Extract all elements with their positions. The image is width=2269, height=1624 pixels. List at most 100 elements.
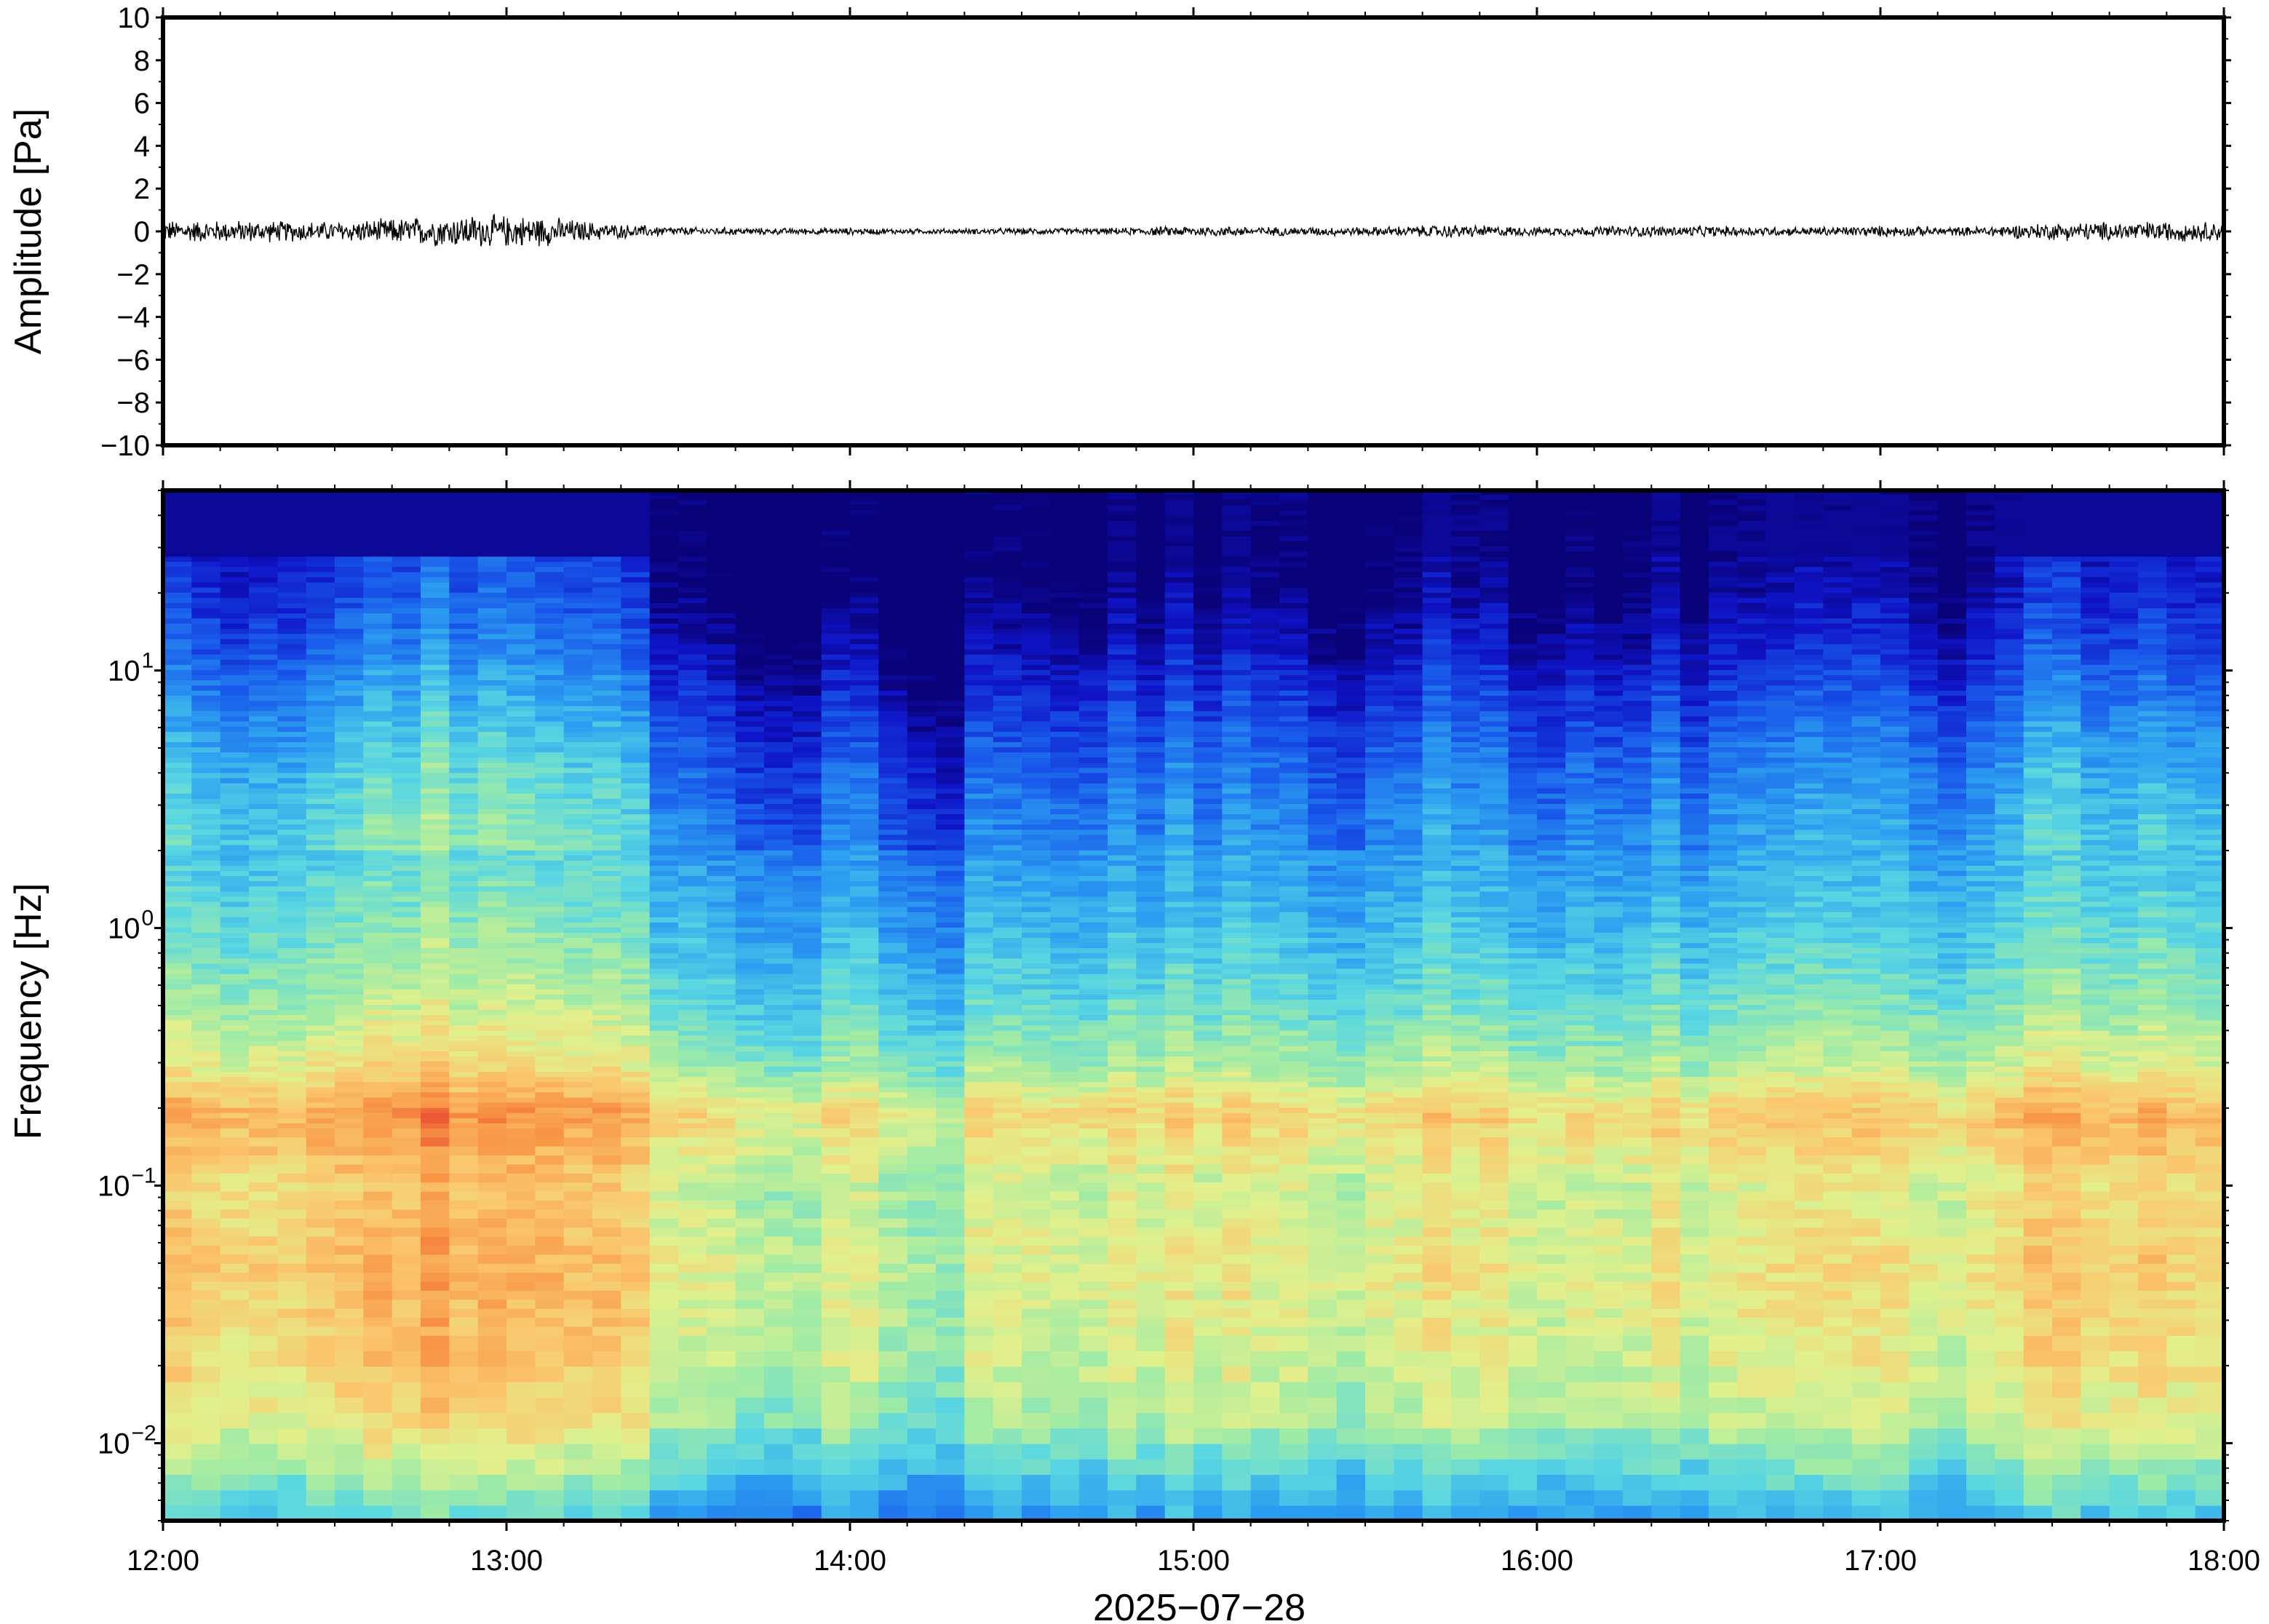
spectrogram-cell	[993, 1459, 1022, 1475]
spectrogram-cell	[392, 1272, 421, 1282]
spectrogram-cell	[249, 1474, 279, 1491]
spectrogram-cell	[649, 1004, 679, 1011]
spectrogram-cell	[792, 819, 822, 825]
spectrogram-cell	[392, 819, 421, 825]
spectrogram-cell	[506, 1004, 536, 1011]
spectrogram-cell	[335, 514, 365, 521]
spectrogram-cell	[878, 1254, 908, 1264]
spectrogram-cell	[249, 752, 279, 758]
spectrogram-cell	[592, 839, 622, 845]
spectrogram-cell	[306, 685, 335, 691]
spectrogram-cell	[792, 896, 822, 902]
spectrogram-cell	[735, 1200, 765, 1210]
spectrogram-cell	[191, 1397, 221, 1414]
spectrogram-cell	[907, 1009, 937, 1016]
spectrogram-cell	[277, 566, 307, 573]
spectrogram-cell	[477, 715, 507, 722]
spectrogram-cell	[707, 674, 736, 680]
spectrogram-cell	[277, 586, 307, 593]
spectrogram-cell	[821, 1066, 851, 1072]
spectrogram-cell	[163, 1091, 193, 1098]
spectrogram-cell	[592, 1190, 622, 1201]
spectrogram-cell	[649, 499, 679, 506]
spectrogram-cell	[563, 494, 593, 501]
spectrogram-cell	[993, 921, 1022, 928]
spectrogram-cell	[421, 885, 450, 892]
spectrogram-cell	[678, 1076, 708, 1083]
spectrogram-cell	[449, 762, 479, 768]
spectrogram-cell	[220, 911, 250, 918]
spectrogram-cell	[563, 602, 593, 608]
spectrogram-cell	[163, 664, 193, 670]
spectrogram-cell	[821, 1263, 851, 1273]
spectrogram-cell	[563, 1030, 593, 1036]
spectrogram-cell	[792, 1137, 822, 1147]
spectrogram-cell	[392, 1307, 421, 1318]
spectrogram-cell	[191, 1335, 221, 1352]
spectrogram-cell	[850, 1474, 880, 1491]
spectrogram-cell	[993, 782, 1022, 789]
spectrogram-cell	[964, 566, 994, 573]
spectrogram-cell	[392, 880, 421, 887]
spectrogram-cell	[821, 1107, 851, 1113]
spectrogram-cell	[764, 1235, 794, 1246]
spectrogram-cell	[649, 839, 679, 845]
spectrogram-cell	[449, 1123, 479, 1129]
spectrogram-cell	[277, 906, 307, 912]
spectrogram-cell	[764, 576, 794, 583]
spectrogram-cell	[764, 720, 794, 727]
spectrogram-cell	[220, 618, 250, 624]
spectrogram-cell	[506, 664, 536, 670]
spectrogram-cell	[421, 1489, 450, 1506]
spectrogram-cell	[421, 520, 450, 526]
spectrogram-cell	[220, 710, 250, 717]
spectrogram-cell	[477, 576, 507, 583]
spectrogram-cell	[421, 581, 450, 588]
spectrogram-cell	[277, 1326, 307, 1336]
spectrogram-cell	[936, 690, 966, 696]
spectrogram-cell	[421, 586, 450, 593]
spectrogram-cell	[649, 875, 679, 882]
spectrogram-cell	[735, 586, 765, 593]
spectrogram-cell	[964, 989, 994, 995]
spectrogram-cell	[964, 875, 994, 882]
spectrogram-cell	[850, 844, 880, 851]
spectrogram-cell	[449, 1035, 479, 1041]
spectrogram-cell	[363, 643, 393, 650]
spectrogram-cell	[163, 1307, 193, 1318]
spectrogram-cell	[449, 921, 479, 928]
spectrogram-cell	[421, 720, 450, 727]
spectrogram-cell	[964, 1443, 994, 1460]
spectrogram-cell	[964, 973, 994, 979]
spectrogram-cell	[621, 824, 651, 830]
spectrogram-cell	[792, 592, 822, 598]
spectrogram-cell	[421, 829, 450, 835]
spectrogram-cell	[392, 571, 421, 578]
spectrogram-cell	[678, 551, 708, 557]
spectrogram-cell	[249, 1056, 279, 1062]
spectrogram-cell	[621, 509, 651, 516]
spectrogram-cell	[936, 1317, 966, 1327]
spectrogram-cell	[163, 762, 193, 768]
spectrogram-cell	[764, 633, 794, 640]
spectrogram-cell	[878, 1128, 908, 1138]
spectrogram-cell	[850, 891, 880, 897]
spectrogram-cell	[821, 865, 851, 871]
spectrogram-cell	[735, 608, 765, 613]
spectrogram-cell	[678, 777, 708, 784]
spectrogram-cell	[306, 494, 335, 501]
spectrogram-cell	[506, 952, 536, 959]
spectrogram-cell	[163, 808, 193, 815]
spectrogram-cell	[621, 1281, 651, 1291]
spectrogram-cell	[191, 839, 221, 845]
spectrogram-cell	[191, 680, 221, 686]
spectrogram-cell	[764, 1096, 794, 1103]
spectrogram-cell	[163, 1096, 193, 1103]
spectrogram-cell	[535, 973, 565, 979]
spectrogram-cell	[191, 885, 221, 892]
spectrogram-cell	[878, 1066, 908, 1072]
spectrogram-cell	[649, 901, 679, 907]
spectrogram-cell	[964, 921, 994, 928]
spectrogram-cell	[678, 1381, 708, 1398]
spectrogram-cell	[335, 648, 365, 655]
